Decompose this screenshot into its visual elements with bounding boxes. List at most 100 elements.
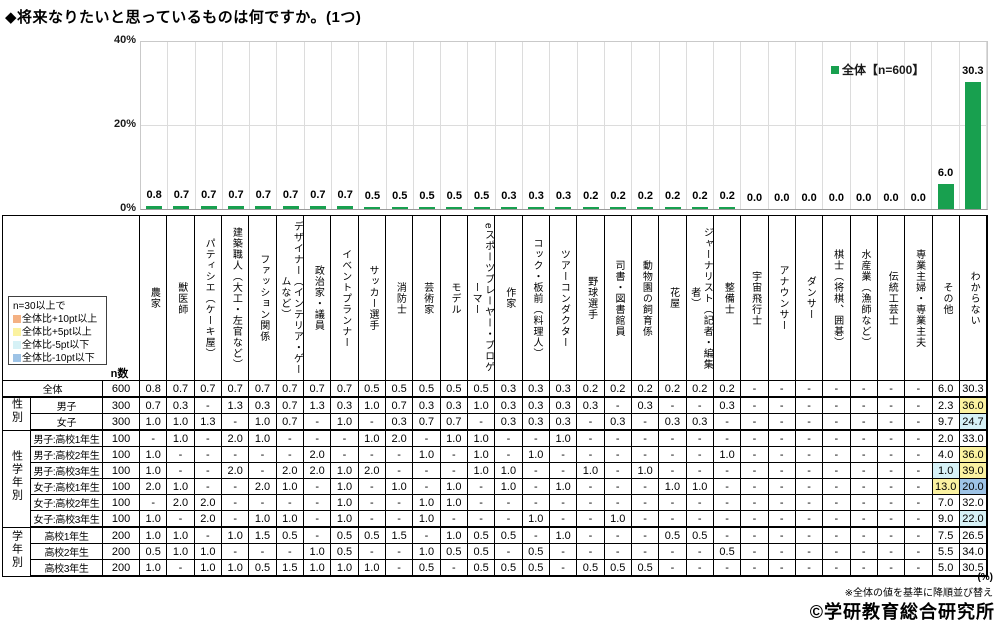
- table-cell: -: [658, 462, 687, 479]
- table-cell: 9.7: [931, 413, 960, 431]
- table-cell: 1.5: [275, 559, 304, 577]
- table-cell: 1.0: [330, 494, 359, 511]
- table-cell: -: [548, 559, 578, 577]
- table-cell: -: [220, 510, 250, 528]
- bar-value-label: 0.0: [856, 192, 872, 204]
- table-cell: 0.3: [439, 396, 468, 414]
- table-cell: -: [685, 559, 714, 577]
- table-cell: -: [740, 396, 769, 414]
- table-cell: -: [521, 429, 550, 447]
- table-cell: -: [139, 429, 168, 447]
- category-header: アナウンサー: [767, 215, 796, 381]
- chart-band: 0.2: [632, 42, 660, 209]
- table-cell: 0.7: [139, 396, 168, 414]
- table-cell: 30.5: [958, 559, 988, 577]
- table-cell: -: [794, 543, 824, 560]
- chart-band: 0.5: [414, 42, 442, 209]
- n-count-cell: 300: [101, 413, 141, 431]
- table-cell: -: [794, 559, 824, 577]
- bar-value-label: 0.7: [310, 189, 326, 201]
- table-cell: 0.3: [412, 396, 441, 414]
- table-cell: 1.0: [248, 413, 277, 431]
- table-cell: 1.3: [302, 396, 332, 414]
- table-cell: -: [712, 429, 742, 447]
- table-cell: 0.7: [193, 380, 223, 398]
- table-cell: -: [275, 543, 304, 560]
- chart-plot-area: 0.8 0.7 0.7 0.7 0.7 0.7 0.7 0.7 0.5 0.5 0.5 0.5 0.5 0…: [140, 41, 988, 210]
- category-header: 消防士: [384, 215, 414, 381]
- table-cell: 0.7: [275, 413, 304, 431]
- table-cell: 0.5: [712, 543, 742, 560]
- table-cell: -: [904, 446, 933, 463]
- table-cell: 0.3: [685, 413, 714, 431]
- row-group-label: 性学年別: [2, 429, 31, 528]
- category-header: 水産業（漁師など）: [849, 215, 878, 381]
- row-label: 男子:高校2年生: [30, 446, 103, 463]
- table-cell: 0.5: [439, 380, 468, 398]
- table-cell: 1.0: [521, 446, 550, 463]
- table-cell: -: [794, 446, 824, 463]
- table-cell: -: [767, 510, 796, 528]
- table-cell: -: [630, 526, 660, 544]
- table-cell: -: [712, 494, 742, 511]
- table-cell: 0.3: [658, 413, 687, 431]
- table-cell: -: [248, 462, 277, 479]
- table-cell: 0.2: [712, 380, 742, 398]
- table-cell: -: [904, 429, 933, 447]
- table-cell: -: [576, 429, 605, 447]
- table-cell: 0.3: [603, 413, 632, 431]
- table-cell: 7.0: [931, 494, 960, 511]
- table-cell: 1.0: [166, 413, 195, 431]
- table-cell: -: [603, 494, 632, 511]
- table-cell: 0.5: [357, 380, 386, 398]
- table-cell: -: [658, 543, 687, 560]
- category-header: 作家: [494, 215, 523, 381]
- table-cell: -: [849, 429, 878, 447]
- bar-value-label: 0.7: [201, 189, 217, 201]
- table-cell: -: [603, 526, 632, 544]
- table-cell: -: [740, 510, 769, 528]
- table-cell: -: [412, 429, 441, 447]
- table-cell: 1.0: [139, 462, 168, 479]
- chart-band: 0.7: [277, 42, 305, 209]
- table-cell: 2.0: [302, 462, 332, 479]
- bar-value-label: 0.0: [828, 192, 845, 204]
- table-cell: 0.5: [521, 543, 550, 560]
- bar: [228, 206, 244, 209]
- table-cell: -: [876, 429, 906, 447]
- table-cell: 1.0: [357, 429, 386, 447]
- bar-value-label: 0.2: [665, 190, 681, 202]
- bar-value-label: 0.7: [173, 189, 190, 201]
- y-axis-tick-20: 20%: [113, 118, 136, 130]
- table-cell: -: [166, 559, 195, 577]
- table-cell: 0.3: [521, 413, 550, 431]
- category-header: eスポーツプレーヤー・プロゲーマー: [466, 215, 496, 381]
- bar-value-label: 0.0: [774, 192, 790, 204]
- table-cell: -: [767, 380, 796, 398]
- table-cell: -: [740, 543, 769, 560]
- table-cell: 1.0: [685, 478, 714, 495]
- table-cell: -: [384, 446, 414, 463]
- table-cell: 30.3: [958, 380, 988, 398]
- table-cell: 0.3: [521, 380, 550, 398]
- table-cell: 1.0: [712, 446, 742, 463]
- y-axis-tick-40: 40%: [113, 34, 136, 46]
- row-label: 高校2年生: [30, 543, 103, 560]
- table-cell: -: [794, 510, 824, 528]
- row-label: 男子:高校3年生: [30, 462, 103, 479]
- table-cell: -: [740, 413, 769, 431]
- row-label: 男子: [30, 396, 103, 414]
- chart-band: 0.0: [905, 42, 933, 209]
- bar-value-label: 0.7: [228, 189, 244, 201]
- category-header: モデル: [439, 215, 468, 381]
- table-cell: 1.0: [248, 429, 277, 447]
- table-cell: 0.7: [166, 380, 195, 398]
- row-group-label: 学年別: [2, 526, 31, 577]
- table-cell: 0.3: [494, 380, 523, 398]
- table-cell: 1.0: [248, 510, 277, 528]
- table-cell: 1.0: [494, 478, 523, 495]
- table-cell: 1.0: [166, 429, 195, 447]
- table-cell: 1.0: [466, 446, 496, 463]
- chart-band: 0.8: [141, 42, 169, 209]
- table-cell: -: [220, 446, 250, 463]
